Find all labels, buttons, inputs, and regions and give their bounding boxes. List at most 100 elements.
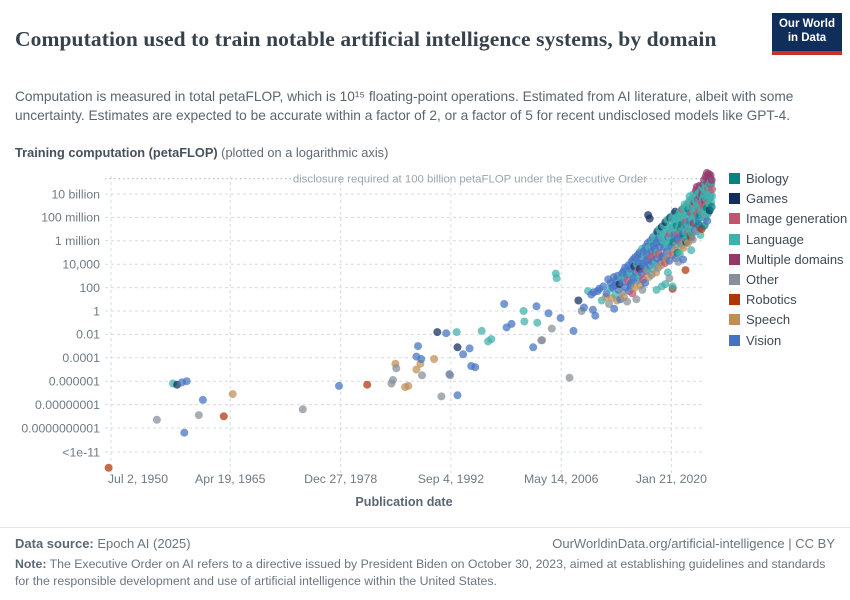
data-point[interactable] <box>363 380 372 389</box>
data-point[interactable] <box>638 285 647 294</box>
data-point[interactable] <box>465 344 474 353</box>
legend-item-biology[interactable]: Biology <box>729 171 847 186</box>
data-point[interactable] <box>418 371 426 380</box>
x-axis-title: Publication date <box>355 495 452 509</box>
data-point[interactable] <box>681 266 690 275</box>
legend-item-multiple-domains[interactable]: Multiple domains <box>729 252 847 267</box>
data-point[interactable] <box>404 381 413 390</box>
data-point[interactable] <box>198 395 207 404</box>
data-point[interactable] <box>104 463 113 472</box>
data-point[interactable] <box>152 415 161 424</box>
data-point[interactable] <box>574 296 583 305</box>
data-point[interactable] <box>641 278 650 287</box>
y-tick-label: 1 <box>93 304 100 318</box>
data-point[interactable] <box>442 329 451 338</box>
owid-url-link[interactable]: OurWorldinData.org/artificial-intelligen… <box>552 536 835 551</box>
data-point[interactable] <box>547 324 556 333</box>
data-point[interactable] <box>565 373 574 382</box>
data-point[interactable] <box>532 302 541 311</box>
data-source-label: Data source: <box>15 536 94 551</box>
data-point[interactable] <box>453 343 462 352</box>
legend-item-robotics[interactable]: Robotics <box>729 292 847 307</box>
data-point[interactable] <box>707 176 716 184</box>
data-point[interactable] <box>430 355 439 363</box>
data-point[interactable] <box>194 411 203 420</box>
y-tick-label: 0.01 <box>76 328 100 342</box>
data-point[interactable] <box>591 311 600 320</box>
data-point[interactable] <box>703 216 712 225</box>
legend-item-language[interactable]: Language <box>729 232 847 247</box>
data-source-value: Epoch AI (2025) <box>93 536 191 551</box>
legend-item-image-generation[interactable]: Image generation <box>729 211 847 226</box>
data-point[interactable] <box>228 390 237 399</box>
data-point[interactable] <box>452 328 461 337</box>
data-point[interactable] <box>708 192 717 201</box>
data-point[interactable] <box>632 295 641 304</box>
data-point[interactable] <box>623 297 632 306</box>
owid-logo[interactable]: Our World in Data <box>772 13 842 55</box>
data-point[interactable] <box>679 255 688 264</box>
data-point[interactable] <box>180 428 189 437</box>
data-point[interactable] <box>412 365 421 374</box>
data-point[interactable] <box>487 335 496 344</box>
data-point[interactable] <box>665 274 674 283</box>
y-tick-label: 10,000 <box>62 258 100 272</box>
data-point[interactable] <box>519 307 528 315</box>
data-point[interactable] <box>389 376 397 384</box>
x-tick-label: Jul 2, 1950 <box>108 472 168 486</box>
x-tick-label: Dec 27, 1978 <box>304 472 377 486</box>
data-point[interactable] <box>414 342 422 351</box>
legend-item-vision[interactable]: Vision <box>729 333 847 348</box>
y-axis-heading: Training computation (petaFLOP) (plotted… <box>15 145 388 160</box>
data-point[interactable] <box>500 300 509 308</box>
data-point[interactable] <box>538 336 547 345</box>
data-point[interactable] <box>520 317 529 326</box>
legend-swatch <box>729 213 740 225</box>
data-point[interactable] <box>533 318 542 327</box>
data-point[interactable] <box>392 364 401 373</box>
data-point[interactable] <box>298 405 307 414</box>
data-point[interactable] <box>471 363 480 372</box>
legend-label: Vision <box>746 332 782 348</box>
legend-swatch <box>729 253 740 265</box>
legend-item-speech[interactable]: Speech <box>729 312 847 327</box>
data-point[interactable] <box>556 314 565 322</box>
legend-item-games[interactable]: Games <box>729 191 847 206</box>
data-point[interactable] <box>544 309 553 318</box>
data-point[interactable] <box>688 235 697 244</box>
legend-swatch <box>729 294 740 306</box>
data-point[interactable] <box>708 185 717 194</box>
data-point[interactable] <box>529 343 538 352</box>
data-point[interactable] <box>645 214 654 223</box>
data-point[interactable] <box>437 392 446 401</box>
y-axis-heading-note: (plotted on a logarithmic axis) <box>217 145 389 160</box>
y-tick-label: 10 billion <box>51 187 100 201</box>
data-point[interactable] <box>580 303 588 312</box>
data-point[interactable] <box>459 350 468 359</box>
data-point[interactable] <box>507 319 516 328</box>
data-point[interactable] <box>599 282 608 291</box>
data-point[interactable] <box>552 274 561 283</box>
data-point[interactable] <box>668 282 677 291</box>
data-point[interactable] <box>707 202 716 211</box>
data-point[interactable] <box>477 326 486 335</box>
data-point[interactable] <box>610 304 619 313</box>
data-point[interactable] <box>453 391 462 400</box>
data-point[interactable] <box>665 256 674 265</box>
data-point[interactable] <box>335 381 343 390</box>
legend-label: Language <box>746 231 804 247</box>
data-point[interactable] <box>687 246 696 255</box>
legend-item-other[interactable]: Other <box>729 272 847 287</box>
data-point[interactable] <box>661 280 670 289</box>
data-point[interactable] <box>433 328 442 337</box>
data-point[interactable] <box>446 371 455 380</box>
data-point[interactable] <box>417 355 426 363</box>
y-tick-label: 0.000001 <box>49 375 100 389</box>
x-tick-label: May 14, 2006 <box>524 472 599 486</box>
legend-swatch <box>729 314 740 326</box>
data-point[interactable] <box>569 326 578 335</box>
data-point[interactable] <box>219 412 228 421</box>
owid-logo-line2: in Data <box>787 32 827 44</box>
data-point[interactable] <box>182 377 191 386</box>
